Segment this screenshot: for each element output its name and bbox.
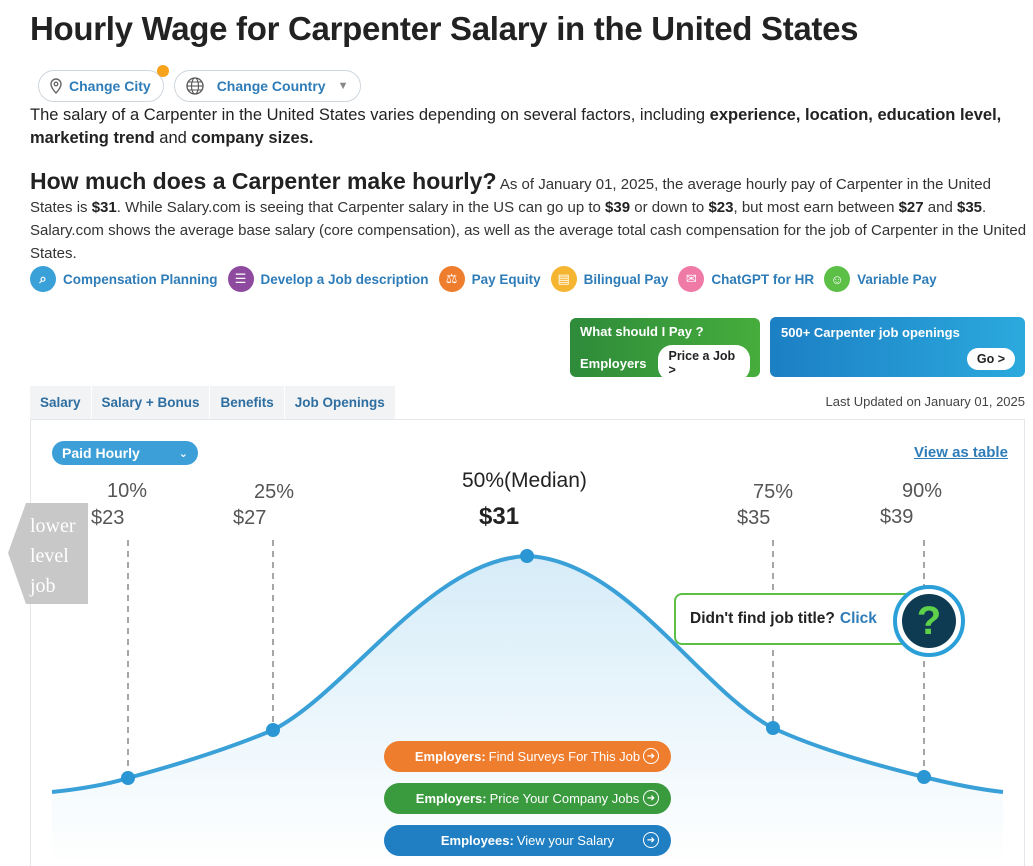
hourly-summary: How much does a Carpenter make hourly? A… [30,168,1027,263]
map-pin-icon [50,78,62,94]
median-value: $31 [479,503,520,530]
find-surveys-button[interactable]: Employers: Find Surveys For This Job ➜ [384,741,671,772]
pay-period-select[interactable]: Paid Hourly ⌄ [52,441,198,465]
p10-label: 10% [107,480,148,502]
arrow-right-icon: ➜ [643,748,659,764]
tools-row: ⌕ Compensation Planning ☰ Develop a Job de… [30,266,937,292]
cta-heading: 500+ Carpenter job openings [781,325,960,340]
lower-level-job-button[interactable]: lower level job [8,503,88,604]
change-city-button[interactable]: Change City [38,65,169,102]
last-updated: Last Updated on January 01, 2025 [825,394,1025,409]
salary-tabs: Salary Salary + Bonus Benefits Job Openi… [30,386,396,419]
clipboard-icon: ☰ [227,266,254,292]
help-question-icon[interactable]: ? [893,585,965,657]
chat-icon: ✉ [678,266,705,292]
p10-value: $23 [91,507,125,529]
section-title: How much does a Carpenter make hourly? [30,168,497,194]
curve-fill [52,556,1003,866]
price-job-banner: What should I Pay ? Employers Price a Job… [570,318,760,381]
arrow-right-icon: ➜ [643,832,659,848]
p90-label: 90% [902,480,943,502]
p50-point [520,549,534,563]
salary-chart-panel [30,419,1025,866]
p90-point [917,770,931,784]
document-search-icon: ⌕ [30,266,56,292]
view-your-salary-button[interactable]: Employees: View your Salary ➜ [384,825,671,856]
location-selector: Change City Change Country ▼ [38,65,362,102]
tool-job-description[interactable]: ☰ Develop a Job description [227,266,429,292]
p75-value: $35 [737,507,771,529]
chart-icon: ▤ [550,266,577,292]
arrow-right-icon: ➜ [643,790,659,806]
help-find-title[interactable]: Didn't find job title? Click [674,593,914,645]
cta-heading: What should I Pay ? [580,324,704,339]
globe-icon [186,77,204,95]
view-as-table-link[interactable]: View as table [914,444,1008,461]
tool-compensation-planning[interactable]: ⌕ Compensation Planning [30,266,218,292]
price-company-jobs-button[interactable]: Employers: Price Your Company Jobs ➜ [384,783,671,814]
balance-icon: ⚖ [438,266,465,292]
cta-audience: Employers [580,355,647,371]
tool-chatgpt-hr[interactable]: ✉ ChatGPT for HR [678,266,814,292]
click-link[interactable]: Click [839,610,877,627]
intro-paragraph: The salary of a Carpenter in the United … [30,106,1002,147]
people-icon: ☺ [824,266,851,292]
tool-bilingual-pay[interactable]: ▤ Bilingual Pay [550,266,668,292]
median-label: 50%(Median) [462,469,587,492]
p25-value: $27 [233,507,267,529]
tab-salary[interactable]: Salary [30,386,92,419]
go-button[interactable]: Go > [966,348,1015,370]
left-arrow-shape [8,503,88,604]
change-country-button[interactable]: Change Country ▼ [173,70,362,102]
chevron-down-icon: ⌄ [178,447,188,460]
p25-label: 25% [254,481,295,503]
job-openings-banner[interactable]: 500+ Carpenter job openings Go > [770,317,1025,377]
page-title: Hourly Wage for Carpenter Salary in the … [30,10,859,47]
change-city-label: Change City [69,78,151,94]
notification-dot [156,65,169,77]
p90-value: $39 [880,506,914,528]
p10-point [121,771,135,785]
chevron-down-icon: ▼ [337,80,349,92]
price-a-job-button[interactable]: Price a Job > [658,345,750,381]
p25-point [266,723,280,737]
p75-point [766,721,780,735]
tool-pay-equity[interactable]: ⚖ Pay Equity [438,266,541,292]
p75-label: 75% [753,481,794,503]
tab-job-openings[interactable]: Job Openings [284,386,396,419]
tab-salary-bonus[interactable]: Salary + Bonus [91,386,211,419]
tool-variable-pay[interactable]: ☺ Variable Pay [824,266,937,292]
change-country-label: Change Country [216,78,326,94]
tab-benefits[interactable]: Benefits [210,386,285,419]
